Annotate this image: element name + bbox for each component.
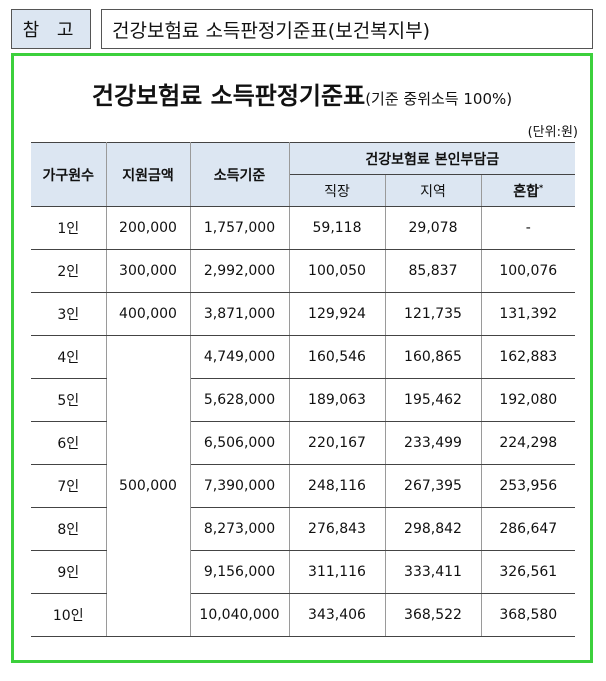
header-title: 건강보험료 소득판정기준표(보건복지부) — [101, 9, 593, 49]
cell-workplace: 220,167 — [289, 421, 386, 465]
table-row: 1인 200,000 1,757,000 59,118 29,078- — [31, 206, 576, 250]
cell-workplace: 59,118 — [289, 206, 386, 250]
cell-region: 121,735 — [385, 292, 482, 336]
header-region: 지역 — [385, 174, 482, 207]
table-row: 9인 9,156,000 311,116 333,411 326,561 — [31, 550, 576, 594]
cell-region: 298,842 — [385, 507, 482, 551]
cell-workplace: 311,116 — [289, 550, 386, 594]
cell-income: 1,757,000 — [190, 206, 290, 250]
table-row: 10인 10,040,000 343,406 368,522 368,580 — [31, 593, 576, 637]
cell-workplace: 189,063 — [289, 378, 386, 422]
cell-workplace: 129,924 — [289, 292, 386, 336]
cell-household: 2인 — [31, 249, 107, 293]
cell-household: 4인 — [31, 335, 107, 379]
table-row: 4인 500,000 4,749,000 160,546 160,865 162,883 — [31, 335, 576, 637]
cell-household: 7인 — [31, 464, 107, 508]
cell-region: 267,395 — [385, 464, 482, 508]
table-body: 1인 200,000 1,757,000 59,118 29,078-2인 300,000… — [31, 206, 576, 637]
cell-workplace: 343,406 — [289, 593, 386, 637]
cell-region: 195,462 — [385, 378, 482, 422]
header-household: 가구원수 — [31, 142, 107, 207]
cell-support-merged: 500,000 — [106, 335, 191, 637]
table-row: 8인 8,273,000 276,843 298,842 286,647 — [31, 507, 576, 551]
cell-support: 200,000 — [106, 206, 191, 250]
cell-region: 233,499 — [385, 421, 482, 465]
table-title: 건강보험료 소득판정기준표(기준 중위소득 100%) — [14, 76, 590, 111]
cell-household: 5인 — [31, 378, 107, 422]
reference-tag: 참 고 — [11, 9, 91, 49]
cell-region: 368,522 — [385, 593, 482, 637]
income-criteria-table: 가구원수 지원금액 소득기준 건강보험료 본인부담금 직장 지역 혼합* 1인 2… — [31, 142, 576, 637]
cell-household: 8인 — [31, 507, 107, 551]
title-main: 건강보험료 소득판정기준표 — [91, 82, 366, 110]
cell-region: 160,865 — [385, 335, 482, 379]
header-mixed-mark: * — [539, 182, 544, 192]
header-premium-group: 건강보험료 본인부담금 — [289, 142, 576, 175]
cell-region: 333,411 — [385, 550, 482, 594]
header-workplace: 직장 — [289, 174, 386, 207]
document-header: 참 고 건강보험료 소득판정기준표(보건복지부) — [11, 9, 593, 49]
header-support: 지원금액 — [106, 142, 191, 207]
cell-workplace: 100,050 — [289, 249, 386, 293]
cell-income: 4,749,000 — [190, 335, 290, 379]
cell-income: 6,506,000 — [190, 421, 290, 465]
table-row: 3인 400,000 3,871,000 129,924 121,735 131,392 — [31, 292, 576, 336]
cell-mixed: 100,076 — [481, 249, 576, 293]
cell-household: 10인 — [31, 593, 107, 637]
cell-income: 7,390,000 — [190, 464, 290, 508]
cell-household: 3인 — [31, 292, 107, 336]
cell-workplace: 160,546 — [289, 335, 386, 379]
cell-workplace: 276,843 — [289, 507, 386, 551]
cell-household: 6인 — [31, 421, 107, 465]
table-row: 5인 5,628,000 189,063 195,462 192,080 — [31, 378, 576, 422]
cell-mixed: 253,956 — [481, 464, 576, 508]
cell-income: 10,040,000 — [190, 593, 290, 637]
cell-mixed: 192,080 — [481, 378, 576, 422]
table-row: 7인 7,390,000 248,116 267,395 253,956 — [31, 464, 576, 508]
unit-label: (단위:원) — [527, 125, 578, 140]
table-row: 6인 6,506,000 220,167 233,499 224,298 — [31, 421, 576, 465]
header-income: 소득기준 — [190, 142, 290, 207]
cell-mixed: 368,580 — [481, 593, 576, 637]
cell-income: 5,628,000 — [190, 378, 290, 422]
cell-income: 3,871,000 — [190, 292, 290, 336]
cell-mixed: 326,561 — [481, 550, 576, 594]
header-row: 가구원수 지원금액 소득기준 건강보험료 본인부담금 — [31, 142, 576, 207]
content-frame: 건강보험료 소득판정기준표(기준 중위소득 100%) (단위:원) 가구원수 … — [11, 53, 593, 663]
subheader-row: 직장 지역 혼합* — [31, 174, 576, 207]
cell-income: 2,992,000 — [190, 249, 290, 293]
cell-household: 9인 — [31, 550, 107, 594]
cell-income: 9,156,000 — [190, 550, 290, 594]
table-row: 2인 300,000 2,992,000 100,050 85,837 100,076 — [31, 249, 576, 293]
cell-mixed: - — [481, 206, 576, 250]
cell-income: 8,273,000 — [190, 507, 290, 551]
header-mixed-label: 혼합 — [513, 183, 540, 200]
cell-mixed: 286,647 — [481, 507, 576, 551]
cell-workplace: 248,116 — [289, 464, 386, 508]
title-sub: (기준 중위소득 100%) — [365, 90, 513, 108]
cell-mixed: 224,298 — [481, 421, 576, 465]
cell-region: 85,837 — [385, 249, 482, 293]
cell-support: 300,000 — [106, 249, 191, 293]
cell-household: 1인 — [31, 206, 107, 250]
cell-mixed: 131,392 — [481, 292, 576, 336]
header-mixed: 혼합* — [481, 174, 576, 207]
cell-support: 400,000 — [106, 292, 191, 336]
cell-region: 29,078 — [385, 206, 482, 250]
cell-mixed: 162,883 — [481, 335, 576, 379]
